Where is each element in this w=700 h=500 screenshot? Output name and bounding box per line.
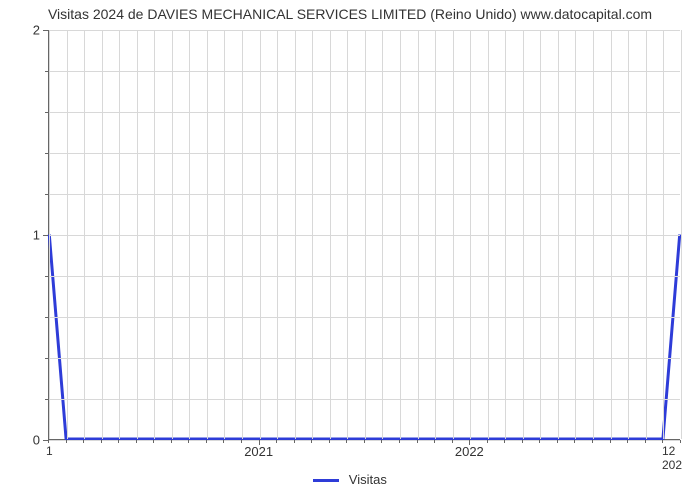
x-tick-minor xyxy=(417,440,418,443)
gridline-v xyxy=(365,30,366,439)
x-tick-minor xyxy=(469,440,470,443)
x-tick-minor xyxy=(223,440,224,443)
gridline-v xyxy=(505,30,506,439)
gridline-v xyxy=(382,30,383,439)
y-tick-minor xyxy=(45,276,48,277)
gridline-v xyxy=(295,30,296,439)
gridline-v xyxy=(84,30,85,439)
x-tick-minor xyxy=(171,440,172,443)
gridline-v xyxy=(593,30,594,439)
x-tick-minor xyxy=(101,440,102,443)
x-tick-minor xyxy=(645,440,646,443)
x-axis-right-end: 12 202 xyxy=(662,444,682,472)
x-tick-minor xyxy=(118,440,119,443)
gridline-v xyxy=(137,30,138,439)
legend-swatch xyxy=(313,479,339,482)
x-tick-minor xyxy=(188,440,189,443)
x-tick-minor xyxy=(346,440,347,443)
gridline-v xyxy=(312,30,313,439)
gridline-v xyxy=(242,30,243,439)
y-tick xyxy=(43,235,48,236)
x-tick-minor xyxy=(364,440,365,443)
x-tick-minor xyxy=(399,440,400,443)
x-axis-left-end: 1 xyxy=(46,444,53,458)
y-tick-minor xyxy=(45,399,48,400)
x-tick-minor xyxy=(487,440,488,443)
x-tick-minor xyxy=(610,440,611,443)
y-tick xyxy=(43,30,48,31)
gridline-v xyxy=(611,30,612,439)
legend-label: Visitas xyxy=(349,472,387,487)
y-tick-minor xyxy=(45,71,48,72)
gridline-v xyxy=(207,30,208,439)
y-tick-minor xyxy=(45,358,48,359)
x-tick-minor xyxy=(522,440,523,443)
x-tick-minor xyxy=(259,440,260,443)
gridline-v xyxy=(646,30,647,439)
x-tick-minor xyxy=(557,440,558,443)
y-tick-minor xyxy=(45,317,48,318)
gridline-v xyxy=(418,30,419,439)
x-tick-minor xyxy=(311,440,312,443)
x-tick-minor xyxy=(153,440,154,443)
x-tick-label: 2021 xyxy=(244,444,273,459)
chart-container: Visitas 2024 de DAVIES MECHANICAL SERVIC… xyxy=(0,0,700,500)
x-tick-minor xyxy=(276,440,277,443)
gridline-v xyxy=(400,30,401,439)
x-tick-minor xyxy=(136,440,137,443)
x-tick-minor xyxy=(680,440,681,443)
x-tick-minor xyxy=(627,440,628,443)
x-tick-minor xyxy=(539,440,540,443)
x-tick-minor xyxy=(574,440,575,443)
y-tick-minor xyxy=(45,194,48,195)
x-tick-minor xyxy=(83,440,84,443)
y-tick-minor xyxy=(45,153,48,154)
x-tick-minor xyxy=(592,440,593,443)
plot-area xyxy=(48,30,680,440)
gridline-v xyxy=(575,30,576,439)
gridline-v xyxy=(347,30,348,439)
gridline-v xyxy=(67,30,68,439)
gridline-v xyxy=(558,30,559,439)
y-tick-label: 2 xyxy=(0,23,40,38)
gridline-v xyxy=(488,30,489,439)
gridline-v xyxy=(681,30,682,439)
gridline-v xyxy=(453,30,454,439)
gridline-v xyxy=(224,30,225,439)
gridline-v xyxy=(470,30,471,439)
gridline-v xyxy=(49,30,50,439)
gridline-v xyxy=(540,30,541,439)
x-tick-minor xyxy=(381,440,382,443)
gridline-v xyxy=(330,30,331,439)
x-tick-minor xyxy=(294,440,295,443)
x-tick-minor xyxy=(329,440,330,443)
y-tick-minor xyxy=(45,112,48,113)
gridline-v xyxy=(154,30,155,439)
gridline-v xyxy=(102,30,103,439)
x-tick-minor xyxy=(504,440,505,443)
gridline-v xyxy=(172,30,173,439)
x-tick-minor xyxy=(452,440,453,443)
x-tick-minor xyxy=(206,440,207,443)
gridline-v xyxy=(189,30,190,439)
gridline-v xyxy=(523,30,524,439)
x-tick-minor xyxy=(241,440,242,443)
chart-title: Visitas 2024 de DAVIES MECHANICAL SERVIC… xyxy=(0,6,700,22)
x-tick-label: 2022 xyxy=(455,444,484,459)
x-tick-minor xyxy=(48,440,49,443)
y-tick-label: 1 xyxy=(0,228,40,243)
gridline-v xyxy=(663,30,664,439)
legend: Visitas xyxy=(0,472,700,487)
x-tick-minor xyxy=(66,440,67,443)
gridline-v xyxy=(260,30,261,439)
gridline-v xyxy=(435,30,436,439)
gridline-v xyxy=(277,30,278,439)
x-tick-minor xyxy=(434,440,435,443)
x-tick-minor xyxy=(662,440,663,443)
y-tick-label: 0 xyxy=(0,433,40,448)
gridline-v xyxy=(119,30,120,439)
gridline-v xyxy=(628,30,629,439)
